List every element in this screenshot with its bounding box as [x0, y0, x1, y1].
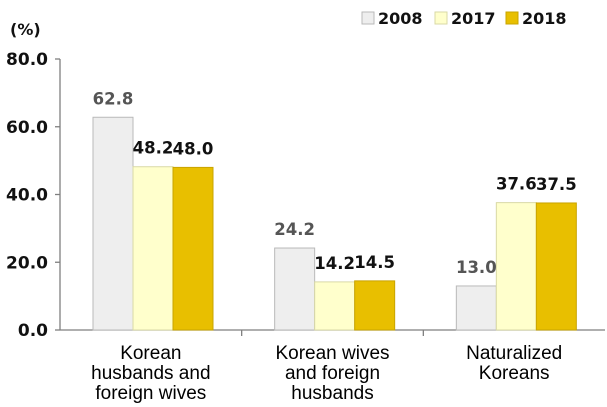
bar [314, 281, 356, 331]
bars [92, 116, 577, 331]
data-label: 62.8 [93, 89, 134, 108]
category-label: Korean husbands and foreign wives [91, 343, 210, 404]
legend: 2008 2017 2018 [361, 9, 567, 28]
data-label: 48.0 [173, 139, 214, 158]
data-label: 14.5 [354, 253, 395, 272]
data-label: 24.2 [274, 220, 315, 239]
bar [354, 280, 396, 331]
data-label: 48.2 [133, 139, 174, 158]
data-label: 14.2 [314, 254, 355, 273]
y-tick-label: 40.0 [6, 186, 48, 206]
y-tick-label: 0.0 [18, 321, 48, 341]
legend-label: 2017 [451, 9, 496, 28]
y-tick-label: 80.0 [6, 50, 48, 70]
legend-swatch [434, 11, 448, 25]
data-label: 13.0 [456, 258, 497, 277]
bar [455, 285, 497, 331]
bar [132, 166, 174, 331]
bar [495, 202, 537, 331]
y-axis-unit-label: (%) [10, 20, 41, 39]
y-tick-label: 60.0 [6, 118, 48, 138]
bar [92, 116, 134, 331]
category-label: Naturalized Koreans [466, 343, 562, 384]
bar [535, 202, 577, 331]
y-tick-label: 20.0 [6, 253, 48, 273]
legend-label: 2008 [378, 9, 423, 28]
legend-swatch [361, 11, 375, 25]
bar [274, 247, 316, 331]
legend-label: 2018 [522, 9, 567, 28]
data-label: 37.5 [536, 175, 577, 194]
category-labels: Korean husbands and foreign wives Korean wi… [91, 343, 562, 404]
data-labels: 62.8 48.2 48.0 24.2 14.2 14.5 13.0 37.6 37.5 [93, 89, 577, 277]
legend-swatch [505, 11, 519, 25]
bar [172, 166, 214, 331]
data-label: 37.6 [496, 175, 537, 194]
category-label: Korean wives and foreign husbands [275, 343, 389, 404]
